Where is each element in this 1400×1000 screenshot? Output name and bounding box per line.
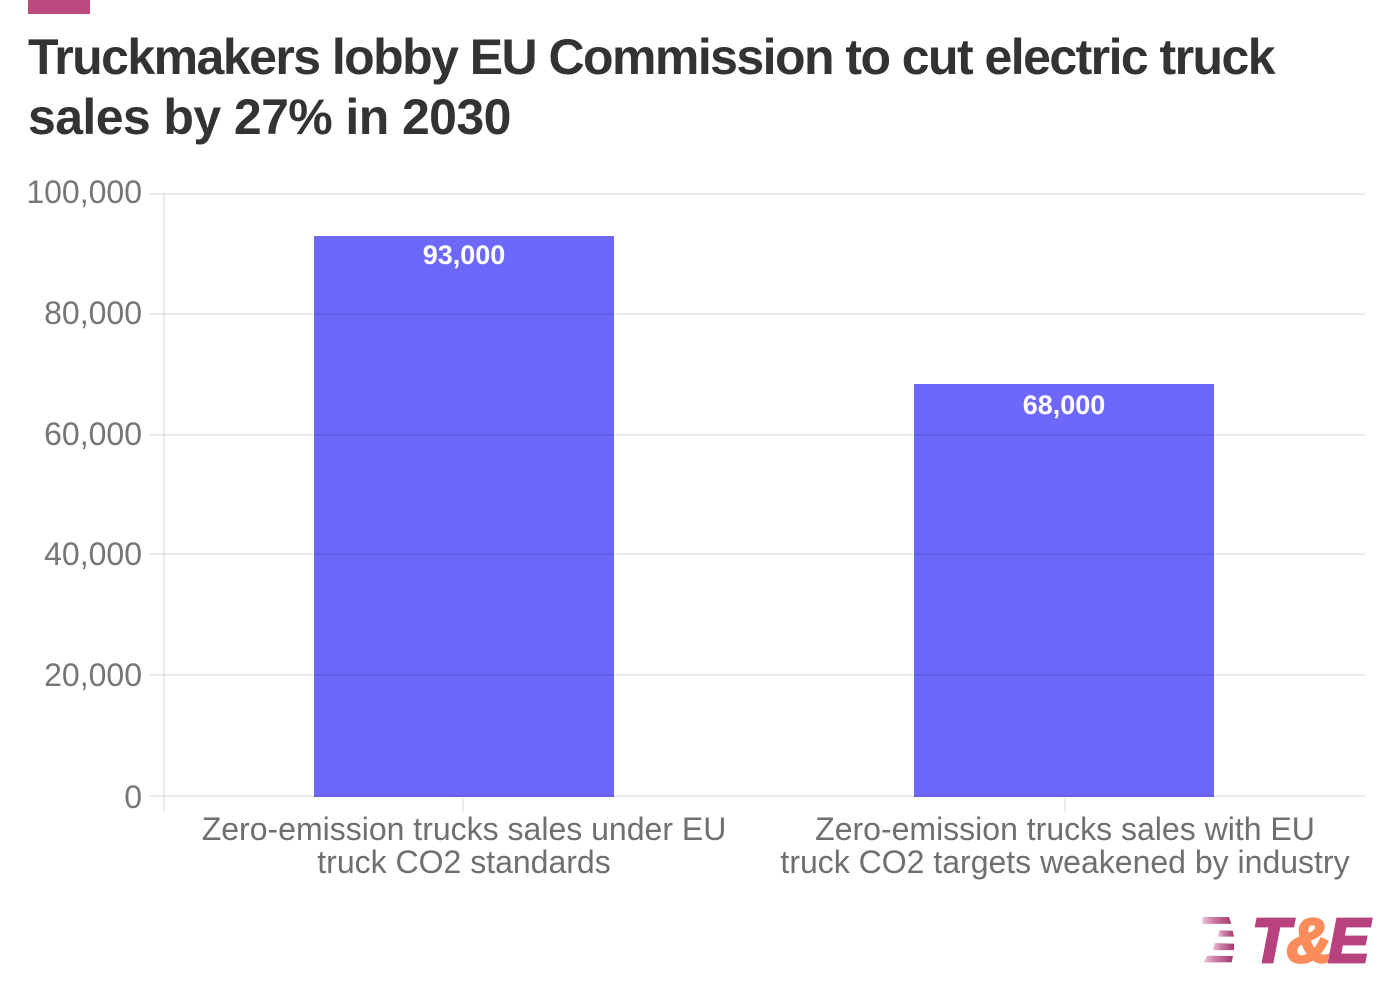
svg-text:T&E: T&E [1252, 907, 1371, 975]
